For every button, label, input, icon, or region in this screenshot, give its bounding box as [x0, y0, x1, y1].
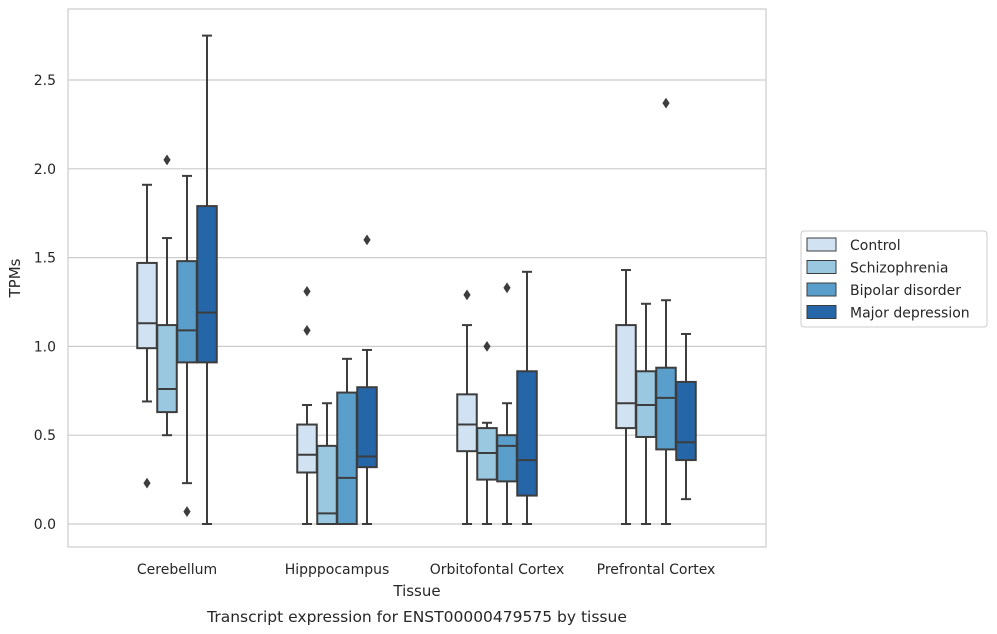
outlier-point	[143, 477, 151, 489]
outlier-point	[503, 282, 511, 294]
legend-label: Bipolar disorder	[850, 283, 961, 299]
y-tick-label: 0.5	[34, 428, 56, 444]
box-iqr	[675, 380, 697, 462]
y-tick-label: 0.0	[34, 517, 56, 533]
box-major-depression	[196, 34, 218, 525]
plot-background	[68, 9, 766, 547]
legend-label: Schizophrenia	[850, 261, 948, 277]
box-iqr	[456, 393, 478, 453]
figure-caption: Transcript expression for ENST0000047957…	[206, 608, 627, 626]
box-major-depression	[516, 270, 538, 525]
box-iqr	[156, 324, 178, 414]
x-tick-label: Cerebellum	[137, 562, 217, 578]
y-tick-label: 2.0	[34, 162, 56, 178]
outlier-point	[303, 325, 311, 336]
box-iqr	[496, 434, 518, 483]
box-iqr	[655, 366, 677, 451]
box-major-depression	[675, 332, 697, 501]
outlier-point	[303, 285, 311, 297]
box-iqr	[296, 423, 318, 474]
x-axis-label: Tissue	[392, 582, 440, 600]
legend-swatch	[806, 260, 837, 274]
legend-frame	[800, 230, 988, 328]
outlier-point	[662, 97, 670, 109]
outlier-point	[483, 341, 491, 352]
box-iqr	[336, 391, 358, 525]
legend: Control Schizophrenia Bipolar disorder Majo…	[800, 230, 988, 328]
plot-frame	[67, 8, 767, 548]
outlier-point	[183, 506, 191, 517]
y-tick-label: 1.5	[34, 251, 56, 267]
box-bipolar-disorder	[496, 282, 518, 525]
box-control	[456, 289, 478, 525]
x-tick-labels: Cerebellum Hipppocampus Orbitofontal Corte…	[137, 562, 715, 578]
x-tick-label: Prefrontal Cortex	[597, 562, 716, 578]
x-tick-label: Orbitofontal Cortex	[430, 562, 565, 578]
box-groups	[136, 34, 697, 525]
box-schizophrenia	[635, 302, 657, 525]
y-tick-labels: 0.0 0.5 1.0 1.5 2.0 2.5	[34, 73, 56, 533]
box-iqr	[136, 261, 158, 350]
outlier-point	[363, 234, 371, 246]
box-iqr	[316, 444, 338, 525]
box-iqr	[196, 205, 218, 364]
x-tick-label: Hipppocampus	[285, 562, 390, 578]
y-tick-label: 2.5	[34, 73, 56, 89]
box-major-depression	[356, 234, 378, 525]
box-schizophrenia	[316, 402, 338, 525]
box-iqr	[176, 260, 198, 364]
outlier-point	[463, 289, 471, 301]
box-control	[615, 269, 637, 525]
box-iqr	[356, 386, 378, 469]
y-tick-label: 1.0	[34, 339, 56, 355]
legend-swatch	[806, 282, 837, 297]
box-iqr	[516, 370, 538, 497]
box-schizophrenia	[156, 154, 178, 437]
legend-swatch	[806, 237, 837, 252]
box-control	[136, 183, 158, 489]
box-iqr	[615, 324, 637, 430]
box-bipolar-disorder	[176, 174, 198, 517]
y-axis-label: TPMs	[6, 258, 24, 298]
outlier-point	[163, 154, 171, 166]
legend-label: Major depression	[850, 306, 970, 322]
legend-label: Control	[850, 238, 901, 254]
legend-swatch	[806, 305, 837, 319]
